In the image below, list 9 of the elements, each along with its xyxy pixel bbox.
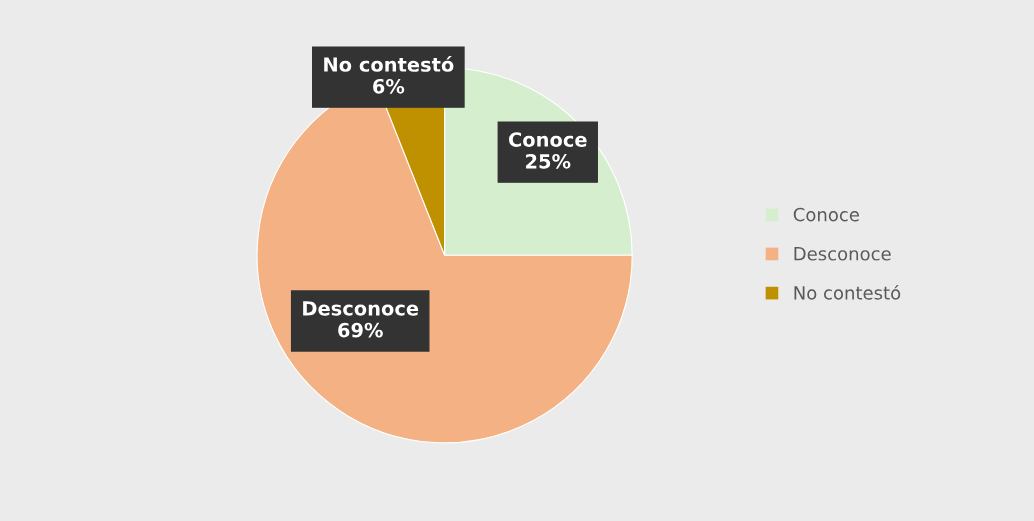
slice-label: No contestó bbox=[324, 56, 454, 72]
legend-label: Conoce bbox=[793, 207, 859, 222]
data-label: 69% bbox=[338, 322, 383, 338]
data-label: 25% bbox=[526, 153, 571, 169]
legend-label: Desconoce bbox=[794, 247, 891, 261]
slice-label: Desconoce bbox=[303, 301, 419, 316]
legend-label: No contestó bbox=[794, 284, 901, 300]
slice-label: Conoce bbox=[508, 132, 587, 147]
data-label: 6% bbox=[373, 78, 405, 94]
